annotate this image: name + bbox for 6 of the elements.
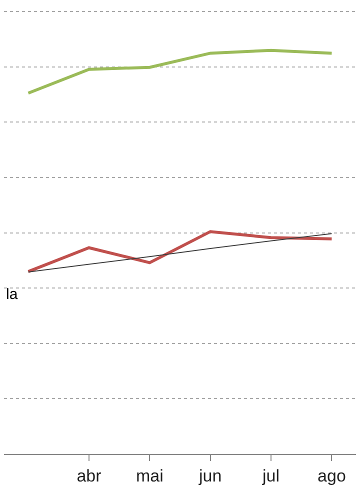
x-tick-label: abr — [76, 466, 102, 486]
x-tick-label: ago — [318, 466, 346, 486]
x-tick-label: jul — [262, 466, 280, 486]
x-tick-label: mai — [136, 466, 164, 486]
x-tick-label: jun — [198, 466, 222, 486]
annotation: la — [6, 286, 18, 303]
